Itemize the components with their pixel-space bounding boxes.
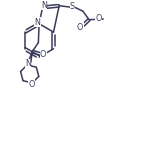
Text: O: O (95, 14, 102, 23)
Text: O: O (77, 23, 83, 32)
Text: N: N (25, 59, 31, 68)
Text: O: O (28, 80, 35, 89)
Text: S: S (70, 2, 75, 11)
Text: N: N (34, 18, 40, 27)
Text: O: O (40, 50, 46, 59)
Text: N: N (41, 1, 47, 10)
